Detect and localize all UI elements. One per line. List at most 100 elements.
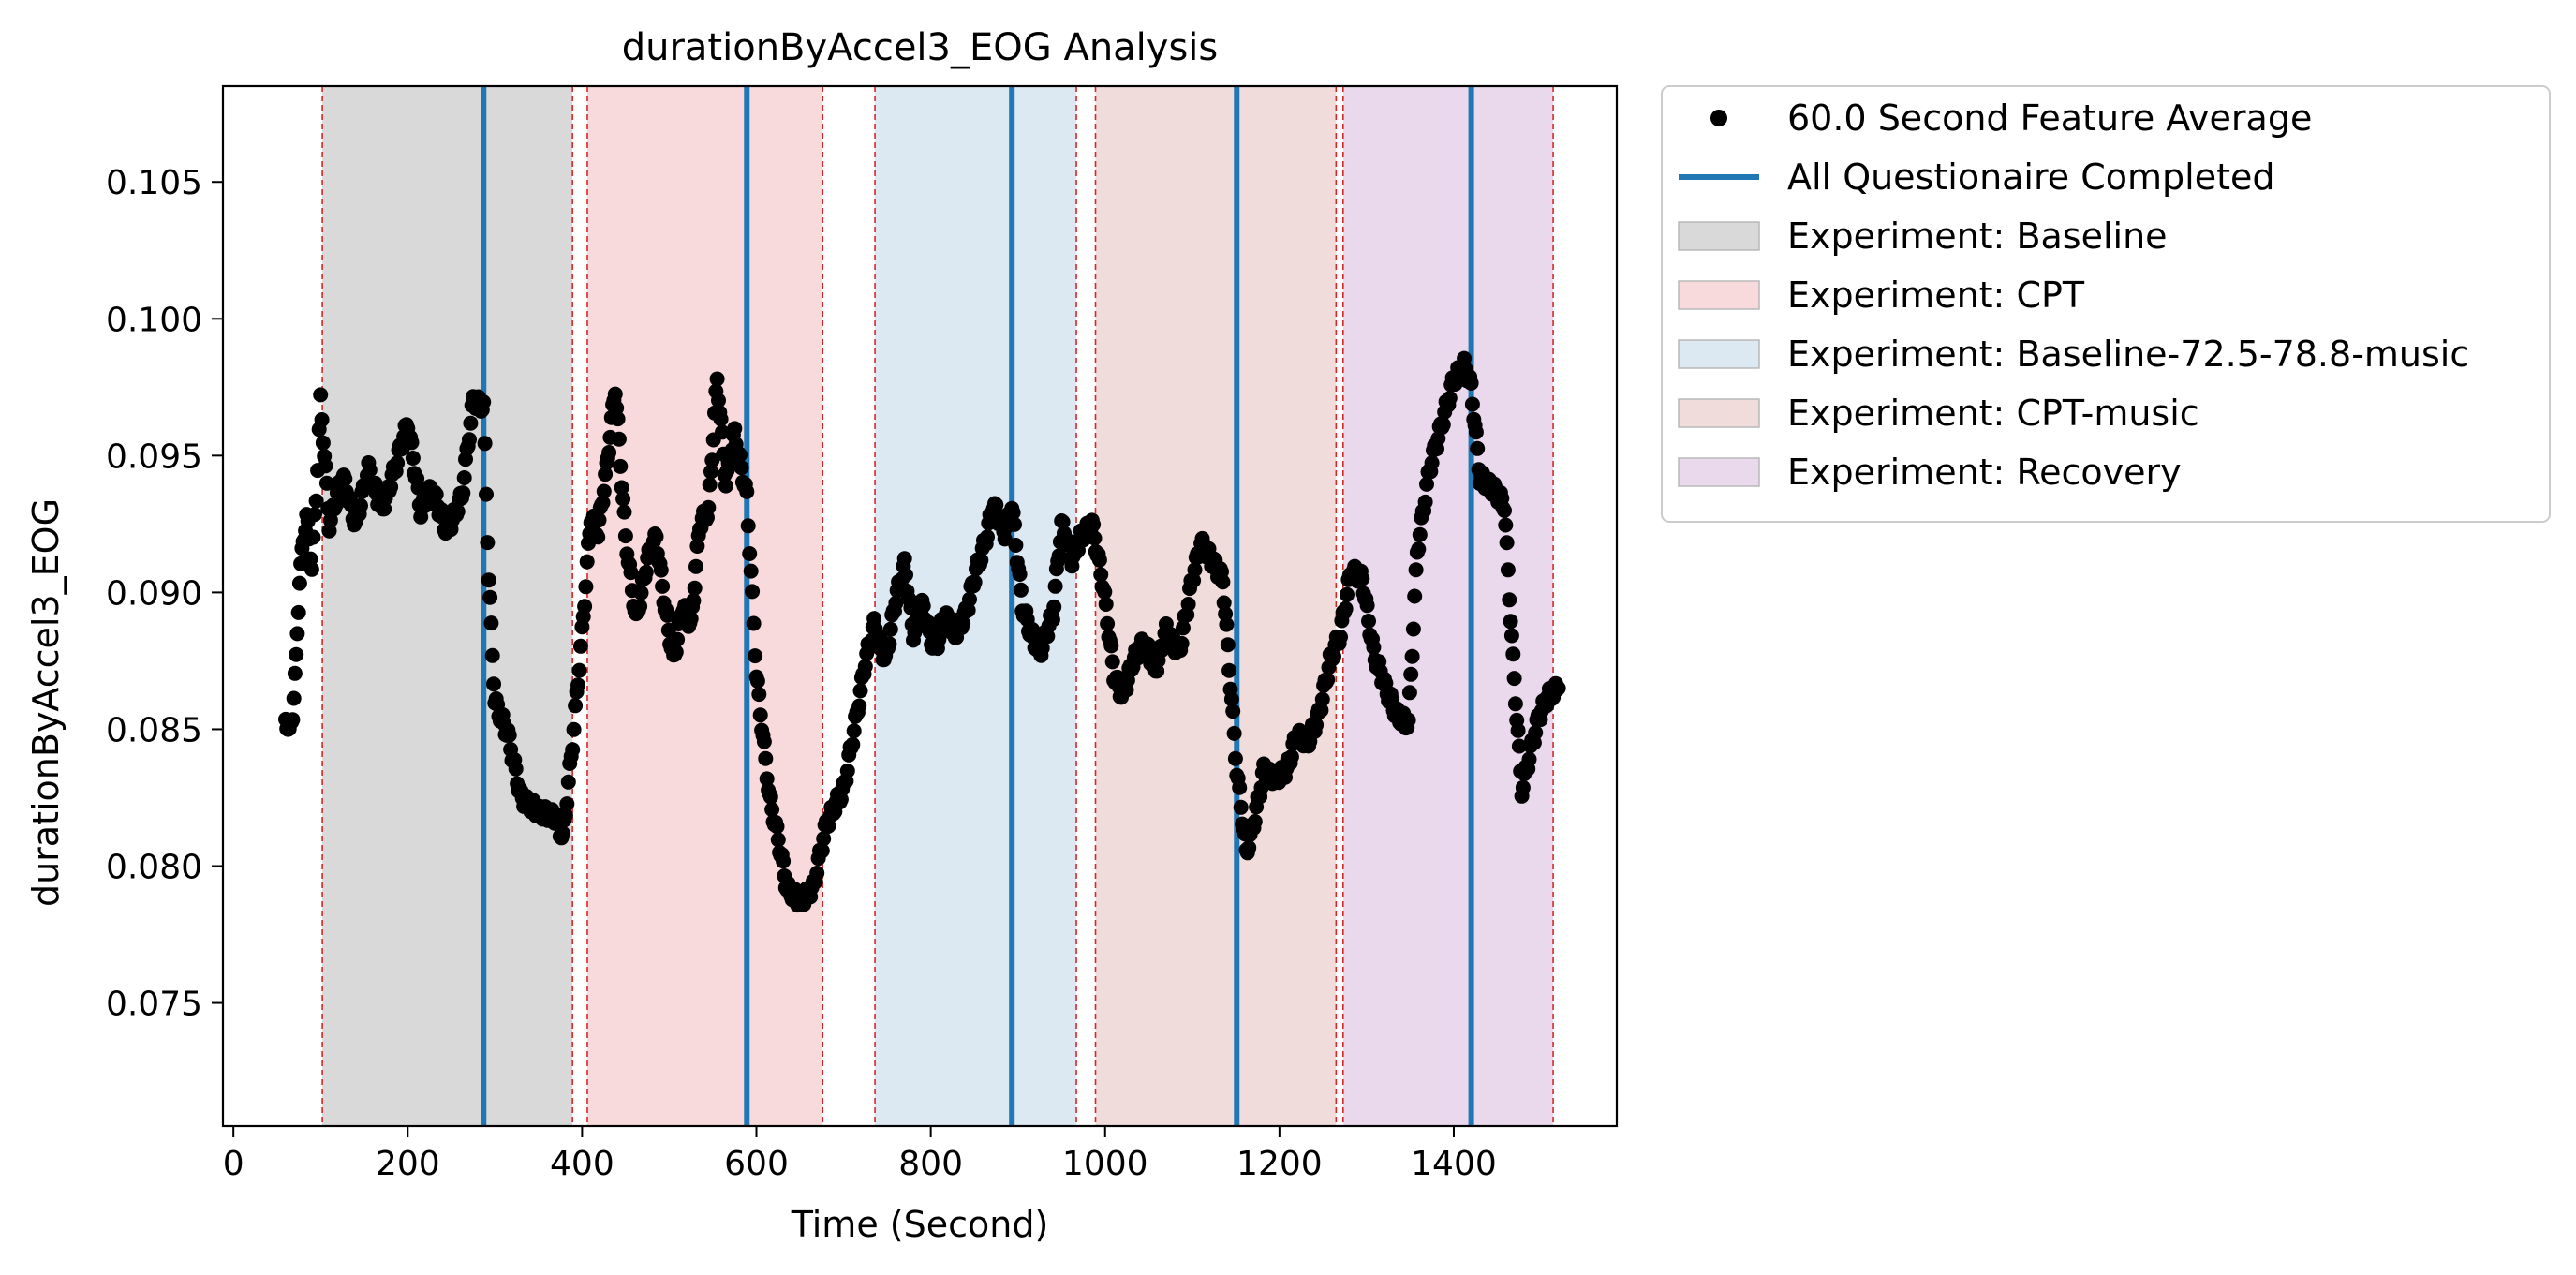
data-point <box>601 445 617 460</box>
legend-label: Experiment: Baseline <box>1787 215 2168 257</box>
y-axis-label: durationByAccel3_EOG <box>25 498 67 907</box>
data-point <box>852 683 868 699</box>
data-point <box>670 631 686 647</box>
data-point <box>1464 396 1480 412</box>
data-point <box>1220 637 1236 653</box>
data-point <box>743 563 759 579</box>
data-point <box>655 578 671 594</box>
data-point <box>1499 535 1515 551</box>
data-point <box>1366 640 1382 655</box>
data-point <box>1503 628 1519 644</box>
data-point <box>1442 391 1458 406</box>
data-point <box>686 593 702 609</box>
data-point <box>501 727 517 743</box>
data-point <box>764 802 780 818</box>
data-point <box>907 625 923 641</box>
data-point <box>683 611 699 627</box>
data-point <box>851 698 867 714</box>
data-point <box>1435 417 1451 433</box>
data-point <box>1313 703 1329 719</box>
data-point <box>1502 592 1517 608</box>
data-point <box>1404 648 1420 664</box>
data-point <box>1086 516 1102 532</box>
data-point <box>997 531 1013 547</box>
data-point <box>762 789 778 805</box>
data-point <box>1497 503 1512 518</box>
data-point <box>845 736 861 752</box>
x-tick-label: 1000 <box>1062 1145 1148 1183</box>
data-point <box>480 535 496 551</box>
data-point <box>572 638 588 654</box>
data-point <box>1333 630 1348 645</box>
data-point <box>1034 640 1050 656</box>
data-point <box>960 602 976 618</box>
data-point <box>748 648 763 664</box>
data-point <box>591 512 607 528</box>
y-tick-label: 0.105 <box>106 164 202 202</box>
x-tick-label: 1200 <box>1236 1145 1323 1183</box>
data-point <box>477 436 493 452</box>
experiment-span-cpt-music <box>1095 86 1337 1126</box>
data-point <box>1355 571 1370 586</box>
y-tick-label: 0.100 <box>106 301 202 339</box>
data-point <box>1412 526 1428 542</box>
data-point <box>383 479 399 495</box>
data-point <box>1359 598 1375 614</box>
data-point <box>718 478 733 494</box>
data-point <box>973 553 989 568</box>
data-point <box>733 460 749 476</box>
x-tick-label: 400 <box>550 1145 614 1183</box>
data-point <box>1506 671 1522 687</box>
data-point <box>1528 725 1544 740</box>
data-point <box>428 486 444 502</box>
data-point <box>609 400 625 416</box>
data-point <box>733 447 748 463</box>
data-point <box>1309 717 1325 733</box>
data-point <box>1401 685 1417 701</box>
data-point <box>1314 691 1330 707</box>
data-point <box>318 475 334 491</box>
data-point <box>688 558 703 574</box>
data-point <box>287 665 303 681</box>
data-point <box>1468 424 1484 440</box>
data-point <box>1180 597 1196 612</box>
data-point <box>1051 548 1067 564</box>
data-point <box>752 707 768 723</box>
legend-patch-icon <box>1678 398 1760 428</box>
data-point <box>1008 538 1024 553</box>
data-point <box>816 831 832 847</box>
y-tick-label: 0.075 <box>106 986 202 1024</box>
data-point <box>1247 814 1263 829</box>
data-point <box>756 734 772 749</box>
data-point <box>1176 620 1191 636</box>
data-point <box>749 674 765 689</box>
data-point <box>617 528 633 544</box>
x-tick-label: 800 <box>898 1145 963 1183</box>
data-point <box>607 386 623 402</box>
data-point <box>882 621 898 637</box>
data-point <box>839 763 855 778</box>
data-point <box>1219 616 1235 632</box>
data-point <box>980 529 995 545</box>
data-point <box>1091 552 1107 568</box>
data-point <box>1407 588 1423 604</box>
legend-patch-icon <box>1678 221 1760 251</box>
data-point <box>776 853 792 869</box>
data-point <box>1221 662 1237 678</box>
x-tick-label: 1400 <box>1411 1145 1497 1183</box>
data-point <box>307 507 322 523</box>
data-point <box>1503 614 1518 630</box>
data-point <box>1093 567 1109 583</box>
legend-label: Experiment: CPT <box>1787 274 2085 316</box>
data-point <box>318 458 333 474</box>
data-point <box>704 452 720 468</box>
data-point <box>1241 839 1257 855</box>
data-point <box>1417 494 1433 510</box>
data-point <box>555 825 570 841</box>
data-point <box>482 589 498 605</box>
x-tick-label: 600 <box>724 1145 789 1183</box>
data-point <box>616 504 632 520</box>
data-point <box>455 485 471 501</box>
data-point <box>290 604 306 620</box>
data-point <box>1400 712 1416 728</box>
